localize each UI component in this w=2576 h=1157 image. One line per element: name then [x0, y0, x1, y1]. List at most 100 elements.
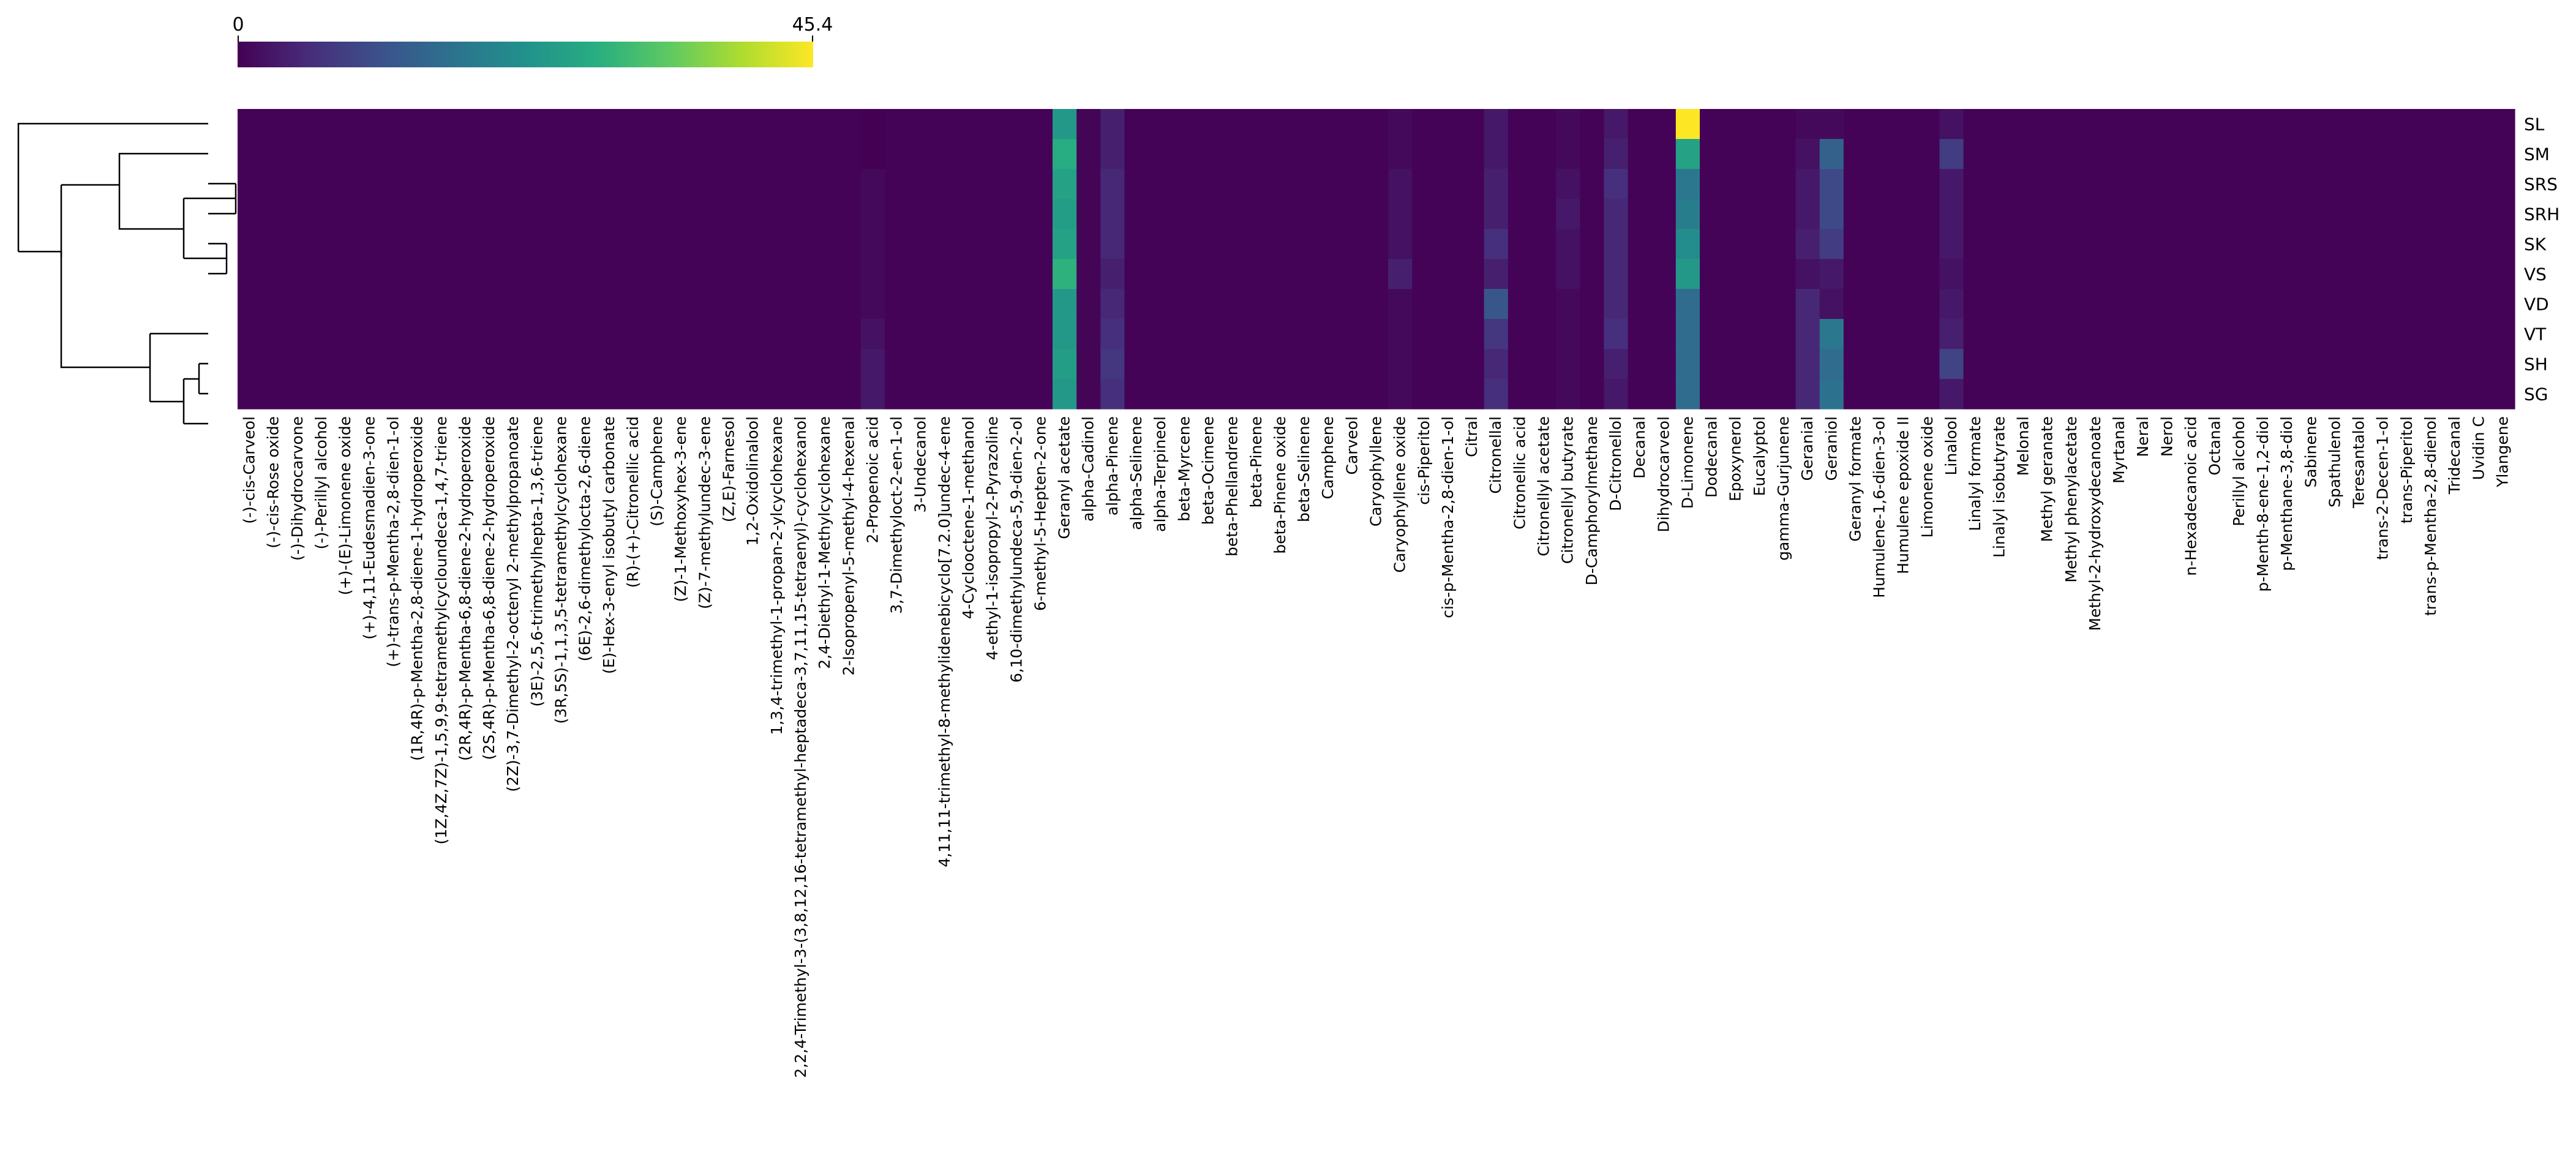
- heatmap-cell: [669, 289, 694, 320]
- heatmap-cell: [765, 319, 789, 350]
- heatmap-cell: [1460, 349, 1485, 380]
- heatmap-cell: [381, 349, 406, 380]
- heatmap-cell: [2275, 229, 2300, 260]
- heatmap-cell: [2466, 349, 2492, 380]
- heatmap-cell: [1053, 229, 1077, 260]
- heatmap-cell: [525, 229, 550, 260]
- heatmap-cell: [501, 139, 526, 170]
- column-label: Humulene epoxide II: [1894, 416, 1912, 574]
- heatmap-cell: [1412, 289, 1436, 320]
- heatmap-cell: [1891, 259, 1916, 290]
- heatmap-cell: [1196, 259, 1221, 290]
- column-label: alpha-Selinene: [1127, 416, 1145, 530]
- heatmap-cell: [1531, 169, 1556, 200]
- column-label: alpha-Terpineol: [1151, 416, 1169, 532]
- heatmap-cell: [884, 319, 909, 350]
- heatmap-cell: [2059, 139, 2084, 170]
- heatmap-cell: [1771, 199, 1797, 230]
- heatmap-cell: [1724, 319, 1748, 350]
- heatmap-cell: [2395, 319, 2420, 350]
- heatmap-cell: [669, 229, 694, 260]
- heatmap-cell: [1412, 379, 1436, 410]
- heatmap-cell: [1436, 349, 1461, 380]
- dendrogram-link-lower: [60, 343, 150, 369]
- heatmap-cell: [597, 379, 621, 410]
- heatmap-cell: [2011, 349, 2036, 380]
- heatmap-cell: [1531, 349, 1556, 380]
- column-label: Linalyl isobutyrate: [1990, 416, 2008, 558]
- heatmap-cell: [597, 109, 621, 140]
- heatmap-cell: [860, 109, 885, 140]
- heatmap-cell: [1580, 169, 1604, 200]
- heatmap-cell: [1148, 319, 1173, 350]
- heatmap-cell: [2251, 289, 2276, 320]
- heatmap-cell: [2107, 259, 2132, 290]
- heatmap-cell: [1004, 139, 1029, 170]
- heatmap-cell: [1053, 289, 1077, 320]
- heatmap-cell: [2083, 349, 2108, 380]
- column-label: Ylangene: [2493, 416, 2511, 488]
- heatmap-cell: [1651, 109, 1677, 140]
- heatmap-cell: [1868, 379, 1892, 410]
- heatmap-cell: [789, 169, 814, 200]
- heatmap-cell: [1316, 199, 1341, 230]
- heatmap-cell: [1748, 109, 1773, 140]
- column-label: Dihydrocarveol: [1654, 416, 1672, 533]
- heatmap-cell: [1531, 139, 1556, 170]
- heatmap-cell: [1915, 259, 1940, 290]
- heatmap-cell: [381, 169, 406, 200]
- heatmap-cell: [1987, 139, 2012, 170]
- heatmap-cell: [525, 199, 550, 230]
- heatmap-cell: [1580, 349, 1604, 380]
- heatmap-cell: [2107, 349, 2132, 380]
- heatmap-cell: [1819, 199, 1844, 230]
- heatmap-cell: [2371, 349, 2395, 380]
- heatmap-cell: [2395, 349, 2420, 380]
- heatmap-cell: [1795, 109, 1820, 140]
- heatmap-cell: [2107, 169, 2132, 200]
- heatmap-cell: [381, 139, 406, 170]
- heatmap-cell: [2011, 199, 2036, 230]
- row-label: SH: [2524, 354, 2548, 375]
- heatmap-cell: [933, 289, 958, 320]
- heatmap-cell: [238, 319, 262, 350]
- heatmap-cell: [2107, 229, 2132, 260]
- column-label: Perillyl alcohol: [2230, 416, 2248, 526]
- heatmap-cell: [333, 169, 358, 200]
- heatmap-cell: [501, 169, 526, 200]
- column-label: 4-ethyl-1-isopropyl-2-Pyrazoline: [983, 416, 1001, 660]
- heatmap-cell: [1364, 319, 1389, 350]
- heatmap-cell: [2346, 229, 2371, 260]
- heatmap-cell: [1651, 199, 1677, 230]
- heatmap-cell: [2443, 229, 2468, 260]
- heatmap-cell: [1388, 259, 1413, 290]
- heatmap-cell: [1795, 169, 1820, 200]
- heatmap-cell: [2083, 319, 2108, 350]
- heatmap-cell: [309, 259, 334, 290]
- heatmap-cell: [1819, 379, 1844, 410]
- row-label: SK: [2524, 234, 2547, 255]
- heatmap-cell: [405, 259, 430, 290]
- heatmap-cell: [381, 289, 406, 320]
- heatmap-cell: [1484, 139, 1509, 170]
- heatmap-cell: [2083, 169, 2108, 200]
- heatmap-cell: [980, 229, 1005, 260]
- heatmap-cell: [956, 259, 982, 290]
- heatmap-cell: [2443, 379, 2468, 410]
- heatmap-cell: [2275, 109, 2300, 140]
- heatmap-cell: [621, 229, 646, 260]
- heatmap-cell: [2346, 289, 2371, 320]
- heatmap-cell: [1891, 379, 1916, 410]
- heatmap-cell: [2299, 319, 2324, 350]
- heatmap-cell: [2490, 139, 2515, 170]
- heatmap-cell: [2107, 199, 2132, 230]
- heatmap-cell: [2083, 139, 2108, 170]
- heatmap-cell: [1915, 379, 1940, 410]
- heatmap-cell: [909, 379, 933, 410]
- column-label: Eucalyptol: [1751, 416, 1768, 496]
- heatmap-cell: [2179, 379, 2204, 410]
- heatmap-cell: [1987, 289, 2012, 320]
- heatmap-cell: [2179, 349, 2204, 380]
- heatmap-cell: [2395, 139, 2420, 170]
- heatmap-cell: [1004, 349, 1029, 380]
